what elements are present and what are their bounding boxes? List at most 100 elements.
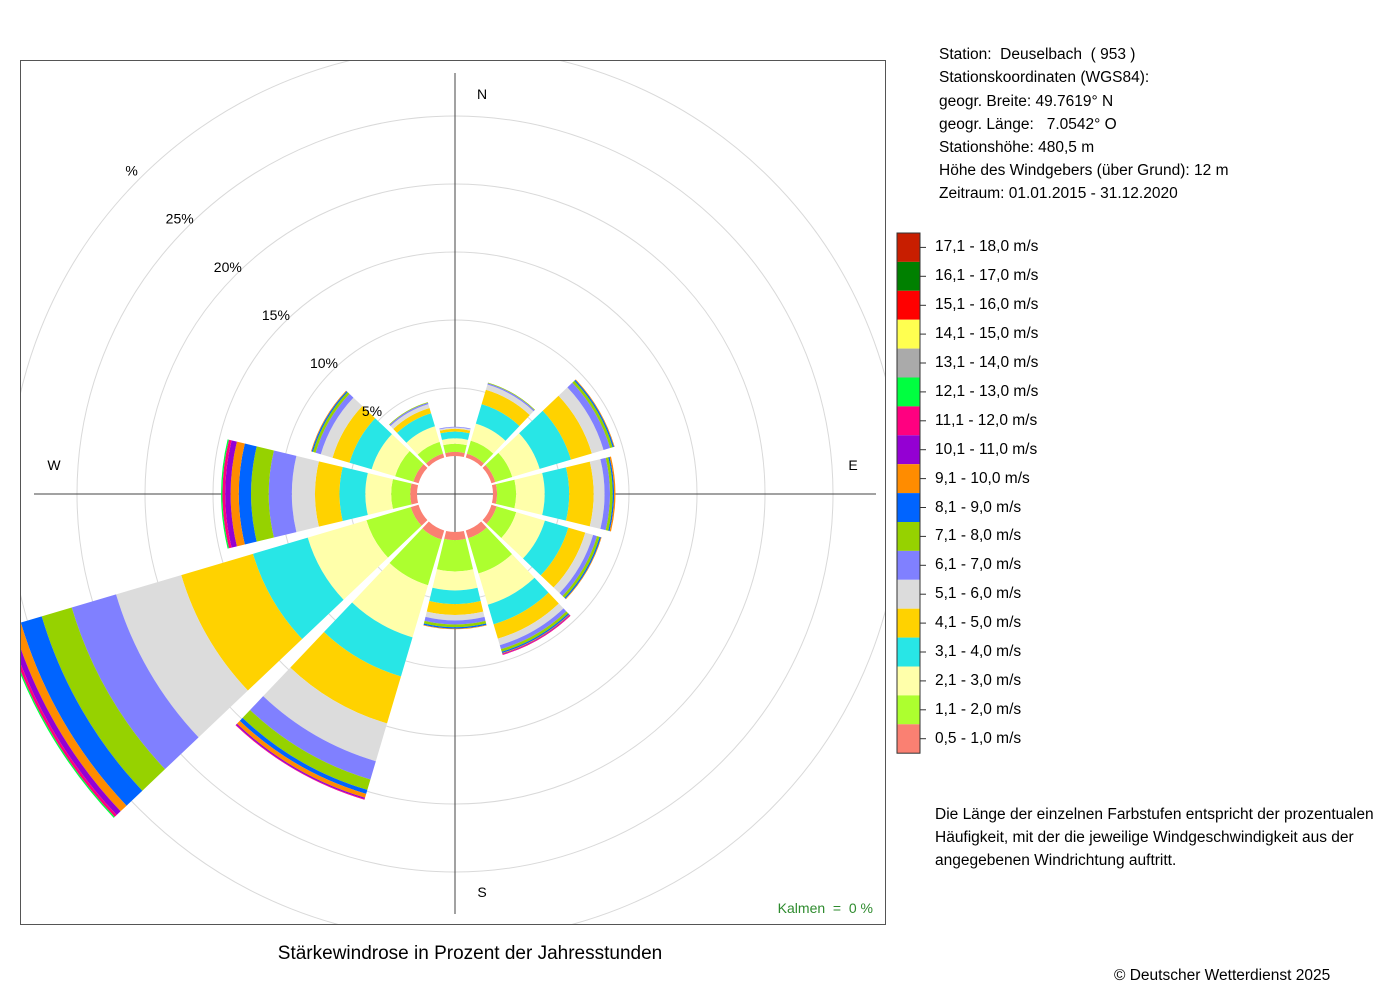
sector-120-class-2: [501, 512, 545, 559]
sector-150-class-2: [478, 554, 535, 605]
legend-swatch-11: [897, 406, 920, 436]
sector-0-class-0: [445, 451, 465, 458]
sector-330-class-2: [406, 426, 440, 455]
sector-120-class-7: [562, 536, 600, 598]
sector-180-class-3: [429, 587, 481, 605]
sector-30-class-3: [475, 404, 520, 441]
sector-30-class-5: [485, 384, 534, 416]
sector-0: [439, 426, 471, 458]
sector-120-class-3: [523, 520, 569, 576]
sector-180: [423, 530, 487, 630]
sector-270-class-9: [230, 441, 245, 547]
sector-240-class-2: [307, 520, 388, 600]
sector-90-class-3: [542, 467, 570, 521]
legend-label-12: 12,1 - 13,0 m/s: [935, 382, 1039, 400]
sector-270-class-4: [315, 461, 343, 527]
sector-300-class-3: [349, 418, 392, 470]
sector-60-class-2: [498, 433, 540, 478]
sector-270-class-7: [251, 446, 274, 542]
sector-150-class-5: [497, 603, 564, 646]
sector-180-class-1: [436, 538, 474, 572]
sector-30-class-0: [465, 453, 484, 467]
sector-210-class-9: [236, 720, 367, 798]
legend-swatch-4: [897, 608, 920, 638]
legend-swatch-13: [897, 348, 920, 378]
sector-270-class-5: [291, 455, 319, 533]
legend-label-14: 14,1 - 15,0 m/s: [935, 325, 1039, 343]
copyright: © Deutscher Wetterdienst 2025: [1114, 967, 1331, 984]
grid-ring-30: [21, 61, 885, 924]
sector-120-class-5: [553, 532, 594, 594]
compass-label-E: E: [848, 457, 857, 473]
sector-270-class-10: [225, 440, 237, 548]
station-name: Station: Deuselbach ( 953 ): [939, 46, 1136, 63]
calm-label: Kalmen = 0 %: [777, 900, 873, 916]
ring-label-15: 15%: [262, 307, 290, 323]
sector-90-class-9: [609, 456, 616, 532]
sector-210-class-3: [323, 602, 413, 677]
sector-300-class-7: [312, 392, 350, 453]
legend-swatch-6: [897, 550, 920, 580]
sector-210-class-0: [422, 521, 445, 540]
sector-60-class-4: [542, 395, 592, 460]
sector-60-class-3: [519, 410, 571, 469]
sector-150-class-3: [487, 577, 549, 625]
sector-0-class-2: [442, 438, 468, 446]
sector-30-class-2: [470, 423, 506, 454]
sector-120-class-0: [482, 504, 497, 524]
sector-30-class-4: [481, 389, 530, 426]
legend-swatch-0: [897, 724, 920, 754]
sector-0-class-5: [439, 427, 471, 431]
legend-swatch-17: [897, 233, 920, 262]
sector-180-class-9: [423, 624, 487, 630]
legend-label-8: 8,1 - 9,0 m/s: [935, 498, 1022, 516]
sector-120-class-1: [486, 506, 517, 538]
sector-210-class-8: [239, 717, 368, 794]
sector-210: [235, 521, 445, 800]
station-coords-title: Stationskoordinaten (WGS84):: [939, 69, 1150, 86]
sector-210-class-4: [290, 632, 401, 724]
legend-label-5: 5,1 - 6,0 m/s: [935, 585, 1022, 603]
legend-label-11: 11,1 - 12,0 m/s: [935, 411, 1038, 429]
legend-swatch-3: [897, 637, 920, 667]
sector-300-class-2: [371, 434, 410, 477]
legend-label-0: 0,5 - 1,0 m/s: [935, 729, 1022, 747]
sector-90: [491, 456, 616, 532]
sector-270-class-3: [339, 467, 368, 521]
station-height: Stationshöhe: 480,5 m: [939, 139, 1095, 156]
sector-210-class-7: [242, 709, 371, 790]
sector-300-class-5: [320, 397, 363, 458]
sector-330: [389, 402, 445, 467]
sector-210-class-5: [263, 667, 388, 762]
sector-300-class-1: [395, 450, 424, 482]
sector-270-class-12: [221, 439, 229, 549]
time-period: Zeitraum: 01.01.2015 - 31.12.2020: [939, 185, 1178, 202]
sector-270-class-1: [391, 479, 412, 509]
sector-180-class-4: [426, 601, 484, 615]
sector-330-class-0: [426, 453, 445, 467]
sector-240-class-6: [71, 594, 199, 770]
ring-label-5: 5%: [362, 403, 382, 419]
sector-30-class-1: [466, 440, 494, 464]
note-line-1: Die Länge der einzelnen Farbstufen entsp…: [935, 806, 1374, 823]
sector-150-class-4: [493, 592, 559, 639]
sector-90-class-8: [608, 456, 615, 532]
sector-30: [465, 382, 535, 467]
sector-270: [221, 439, 419, 549]
sector-0-class-6: [439, 426, 471, 430]
sector-30-class-6: [487, 383, 535, 412]
legend-label-13: 13,1 - 14,0 m/s: [935, 354, 1039, 371]
compass-label-N: N: [477, 86, 487, 102]
sector-270-class-8: [238, 443, 257, 545]
legend-swatches: [896, 232, 926, 754]
sector-90-class-0: [491, 484, 498, 504]
legend-swatch-1: [897, 695, 920, 725]
sector-120: [482, 504, 602, 600]
sector-240-class-8: [21, 616, 143, 806]
legend-label-6: 6,1 - 7,0 m/s: [935, 556, 1022, 574]
sector-120-class-4: [540, 527, 586, 588]
sector-210-class-6: [250, 696, 376, 780]
legend-label-3: 3,1 - 4,0 m/s: [935, 643, 1022, 660]
sector-330-class-6: [389, 402, 429, 426]
sector-270-class-6: [268, 450, 297, 538]
